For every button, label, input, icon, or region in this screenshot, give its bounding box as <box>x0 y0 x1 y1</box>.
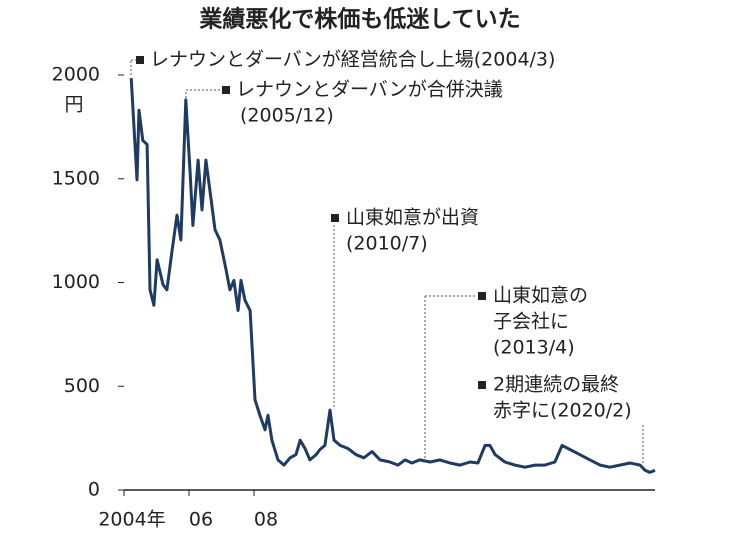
annotation-marker <box>222 86 230 94</box>
annotation-text: 子会社に <box>493 311 569 333</box>
y-tick-label: 1500 <box>52 167 100 189</box>
y-unit: 円 <box>64 94 83 116</box>
annotation-marker <box>331 214 339 222</box>
annotation-marker <box>478 381 486 389</box>
annotation-text: 2期連続の最終 <box>493 374 619 396</box>
y-tick-label: 1000 <box>52 271 100 293</box>
annotation-text: (2010/7) <box>346 233 428 255</box>
annotation-marker <box>136 56 144 64</box>
y-tick-label: 0 <box>88 479 100 501</box>
annotation-text: レナウンとダーバンが合併決議 <box>236 79 503 101</box>
annotation-text: (2013/4) <box>493 337 575 359</box>
y-tick-label: 500 <box>64 375 100 397</box>
x-tick-label: 06 <box>189 509 213 531</box>
annotation-text: 山東如意が出資 <box>346 207 479 229</box>
x-tick-label: 08 <box>254 509 278 531</box>
annotation-text: (2005/12) <box>240 105 334 127</box>
chart-title: 業績悪化で株価も低迷していた <box>198 6 520 33</box>
annotation-text: 山東如意の <box>493 285 588 307</box>
annotation-marker <box>478 292 486 300</box>
line <box>129 78 656 474</box>
annotation-text: レナウンとダーバンが経営統合し上場(2004/3) <box>150 49 555 71</box>
x-tick-label: 2004年 <box>98 509 165 531</box>
y-tick-label: 2000 <box>52 64 100 86</box>
annotation-text: 赤字に(2020/2) <box>493 400 632 422</box>
